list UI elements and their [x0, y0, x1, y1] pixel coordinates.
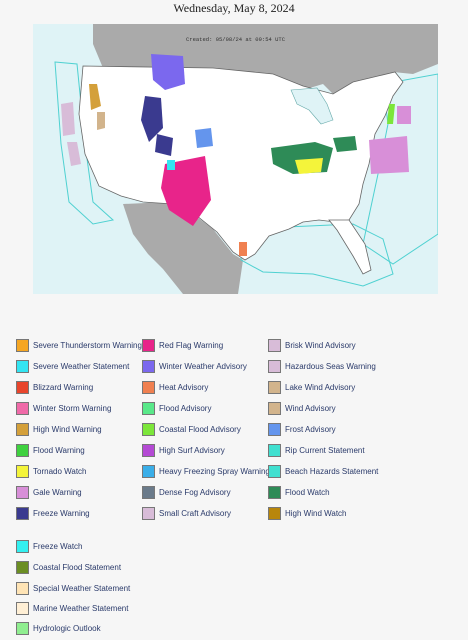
map-graphic [54, 24, 438, 294]
freeze-warning-area [141, 96, 163, 142]
legend-swatch [16, 540, 29, 553]
legend-label: Marine Weather Statement [33, 604, 129, 613]
gulf-marine-zone [240, 223, 394, 287]
legend-label: Hazardous Seas Warning [285, 362, 376, 371]
legend-swatch [142, 339, 155, 352]
legend-swatch [16, 402, 29, 415]
legend-label: Frost Advisory [285, 425, 336, 434]
legend-label: Hydrologic Outlook [33, 624, 101, 633]
legend-label: High Wind Watch [285, 509, 347, 518]
legend-swatch [268, 381, 281, 394]
legend-swatch [142, 486, 155, 499]
legend-label: Wind Advisory [285, 404, 336, 413]
legend-label: Heavy Freezing Spray Warning [159, 467, 270, 476]
legend-swatch [268, 423, 281, 436]
gale-area-2 [369, 136, 409, 174]
legend-swatch [142, 381, 155, 394]
legend-label: Brisk Wind Advisory [285, 341, 356, 350]
mexico-land [123, 202, 243, 294]
legend-swatch [142, 423, 155, 436]
legend-swatch [16, 339, 29, 352]
flood-watch-area-2 [333, 136, 357, 152]
legend-swatch [268, 360, 281, 373]
legend-label: Beach Hazards Statement [285, 467, 379, 476]
legend-label: Lake Wind Advisory [285, 383, 356, 392]
legend-label: Gale Warning [33, 488, 82, 497]
legend-swatch [142, 360, 155, 373]
legend-swatch [268, 444, 281, 457]
legend-label: Small Craft Advisory [159, 509, 232, 518]
legend-label: Rip Current Statement [285, 446, 365, 455]
legend-label: Dense Fog Advisory [159, 488, 231, 497]
legend-swatch [16, 507, 29, 520]
legend-label: Blizzard Warning [33, 383, 94, 392]
legend-label: Special Weather Statement [33, 584, 131, 593]
legend-label: Heat Advisory [159, 383, 209, 392]
legend-swatch [268, 402, 281, 415]
created-timestamp: Created: 05/08/24 at 09:54 UTC [185, 36, 286, 43]
legend-label: Flood Advisory [159, 404, 212, 413]
legend-label: Flood Warning [33, 446, 85, 455]
atlantic-marine-zone [362, 73, 438, 265]
legend-label: Coastal Flood Statement [33, 563, 122, 572]
canada-land [93, 24, 438, 94]
legend-label: Freeze Watch [33, 542, 83, 551]
legend-swatch [142, 444, 155, 457]
frost-advisory-area [195, 128, 213, 148]
legend-label: Flood Watch [285, 488, 330, 497]
legend-swatch [16, 486, 29, 499]
legend-swatch [16, 465, 29, 478]
legend-swatch [16, 444, 29, 457]
legend-swatch [268, 486, 281, 499]
legend-swatch [142, 402, 155, 415]
red-flag-area [161, 156, 211, 226]
hazard-map[interactable]: Created: 05/08/24 at 09:54 UTC [33, 24, 438, 294]
small-craft-area-2 [67, 142, 81, 166]
legend-swatch [16, 561, 29, 574]
legend-label: Severe Thunderstorm Warning [33, 341, 142, 350]
legend-label: High Wind Warning [33, 425, 102, 434]
legend-label: Coastal Flood Advisory [159, 425, 241, 434]
legend-swatch [268, 339, 281, 352]
legend-swatch [268, 465, 281, 478]
legend-swatch [268, 507, 281, 520]
legend-label: High Surf Advisory [159, 446, 225, 455]
legend-swatch [142, 507, 155, 520]
legend-label: Red Flag Warning [159, 341, 224, 350]
legend-label: Freeze Warning [33, 509, 90, 518]
winter-advisory-area [151, 54, 185, 90]
page-title: Wednesday, May 8, 2024 [173, 1, 295, 15]
freeze-warning-area-2 [155, 134, 173, 156]
legend-swatch [16, 602, 29, 615]
small-craft-area [61, 102, 75, 136]
legend-label: Tornado Watch [33, 467, 87, 476]
wind-advisory-area [97, 112, 105, 130]
legend-label: Severe Weather Statement [33, 362, 130, 371]
legend-swatch [16, 622, 29, 635]
florida-land [328, 219, 372, 275]
legend-label: Winter Storm Warning [33, 404, 112, 413]
legend-label: Winter Weather Advisory [159, 362, 247, 371]
gale-area [397, 106, 411, 124]
heat-advisory-area [239, 242, 247, 256]
legend-swatch [16, 381, 29, 394]
legend-swatch [142, 465, 155, 478]
severe-weather-area [167, 160, 175, 170]
high-wind-area [89, 84, 101, 110]
great-lakes [290, 87, 334, 125]
tornado-watch-area [295, 158, 323, 174]
pacific-marine-zone [54, 61, 115, 225]
legend-swatch [16, 423, 29, 436]
coastal-flood-area [387, 104, 395, 124]
legend-swatch [16, 360, 29, 373]
legend-swatch [16, 582, 29, 595]
